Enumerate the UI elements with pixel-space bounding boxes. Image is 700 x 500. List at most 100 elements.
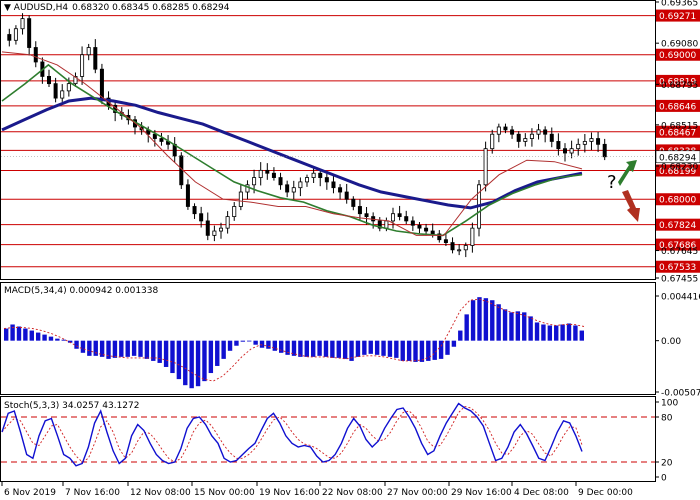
macd-bar	[4, 328, 9, 341]
candle-body	[490, 133, 495, 150]
ma-fast-line	[1, 51, 583, 236]
macd-bar	[483, 298, 489, 341]
macd-bar	[112, 340, 118, 358]
level-tag	[656, 9, 700, 22]
candle-body	[199, 213, 204, 222]
macd-bar	[23, 328, 28, 341]
time-tick-label: 27 Nov 00:00	[387, 488, 448, 498]
moving-averages	[1, 51, 583, 237]
candle-body	[331, 181, 336, 189]
stoch-tick-label: 20	[661, 459, 673, 469]
level-tag	[656, 48, 700, 61]
triangle-icon: ▼	[4, 3, 14, 13]
price-tick-label: 0.69080	[661, 40, 698, 50]
candle-body	[516, 133, 521, 142]
macd-bar	[534, 322, 540, 341]
candle-body	[357, 206, 362, 215]
candle-body	[602, 143, 607, 158]
macd-bar	[528, 316, 533, 341]
candle-body	[364, 213, 369, 217]
time-tick-label: 9 Dec 00:00	[578, 488, 633, 498]
macd-axis: 0.004416 0.00 -0.005074	[655, 293, 700, 399]
macd-bar	[253, 340, 258, 345]
macd-bar	[432, 340, 437, 360]
macd-bar	[470, 300, 476, 341]
macd-bar	[374, 340, 380, 355]
time-tick-label: 12 Nov 08:00	[130, 488, 191, 498]
macd-bar	[144, 340, 150, 359]
level-label: 0.68646	[659, 102, 696, 112]
level-tag	[656, 193, 700, 206]
candle-body	[298, 181, 303, 189]
macd-bar	[259, 340, 265, 348]
candle-body	[73, 76, 78, 85]
macd-bar	[323, 340, 329, 357]
level-tag	[656, 164, 700, 177]
macd-bar	[522, 312, 527, 341]
macd-tick-label: -0.005074	[661, 389, 700, 399]
macd-bar	[157, 340, 162, 363]
level-label: 0.68199	[659, 167, 696, 177]
macd-bar	[272, 340, 278, 351]
candle-body	[304, 177, 309, 183]
macd-bar	[138, 340, 143, 357]
candle-body	[13, 28, 18, 41]
macd-bar	[400, 340, 405, 361]
candle-body	[7, 34, 12, 41]
time-tick-label: 15 Nov 00:00	[194, 488, 255, 498]
macd-bar	[464, 314, 469, 341]
macd-bar	[61, 339, 66, 341]
macd-bar	[573, 325, 578, 341]
macd-bar	[35, 332, 41, 341]
macd-bar	[413, 340, 418, 362]
candle-body	[338, 187, 343, 193]
candle-body	[285, 184, 290, 193]
candle-body	[384, 220, 389, 229]
candle-body	[318, 172, 323, 178]
candle-body	[543, 129, 548, 135]
candle-body	[60, 90, 65, 99]
macd-bar	[381, 340, 386, 356]
macd-bar	[221, 340, 226, 359]
candle-body	[410, 220, 415, 226]
macd-bar	[554, 325, 559, 341]
candles	[7, 13, 607, 258]
candle-body	[66, 83, 71, 92]
candle-body	[47, 76, 52, 85]
macd-bar	[119, 340, 124, 357]
macd-histogram	[3, 297, 585, 389]
macd-bar	[42, 334, 47, 341]
macd-bar	[387, 340, 393, 357]
candle-body	[404, 216, 409, 222]
time-tick-label: 4 Dec 08:00	[514, 488, 569, 498]
level-label: 0.68819	[659, 77, 696, 87]
macd-bar	[496, 304, 501, 341]
chart-header: ▼ AUDUSD,H4 0.68320 0.68345 0.68285 0.682…	[4, 3, 230, 13]
candle-body	[152, 133, 157, 139]
macd-bar	[125, 340, 130, 357]
candle-body	[33, 47, 38, 63]
current-price-tag	[655, 150, 700, 164]
macd-bar	[176, 340, 182, 380]
macd-bar	[547, 325, 553, 341]
macd-bar	[131, 340, 137, 356]
time-tick-label: 19 Nov 16:00	[259, 488, 320, 498]
macd-bar	[406, 340, 412, 361]
macd-bar	[106, 340, 111, 359]
candle-body	[324, 177, 329, 183]
candle-body	[430, 230, 435, 235]
candle-body	[185, 184, 190, 207]
ma-slow-line	[1, 96, 583, 210]
macd-bar	[515, 311, 521, 341]
question-mark-icon: ?	[607, 172, 617, 193]
macd-bar	[170, 340, 175, 374]
price-panel-frame	[0, 0, 656, 280]
price-tick-label: 0.68515	[661, 121, 698, 131]
candle-body	[93, 47, 98, 70]
macd-bar	[310, 340, 316, 357]
level-label: 0.69271	[659, 12, 696, 22]
macd-bar	[80, 340, 86, 353]
candle-body	[218, 227, 223, 232]
ma-mid-line	[1, 63, 583, 237]
stoch-tick-label: 0	[661, 474, 667, 484]
